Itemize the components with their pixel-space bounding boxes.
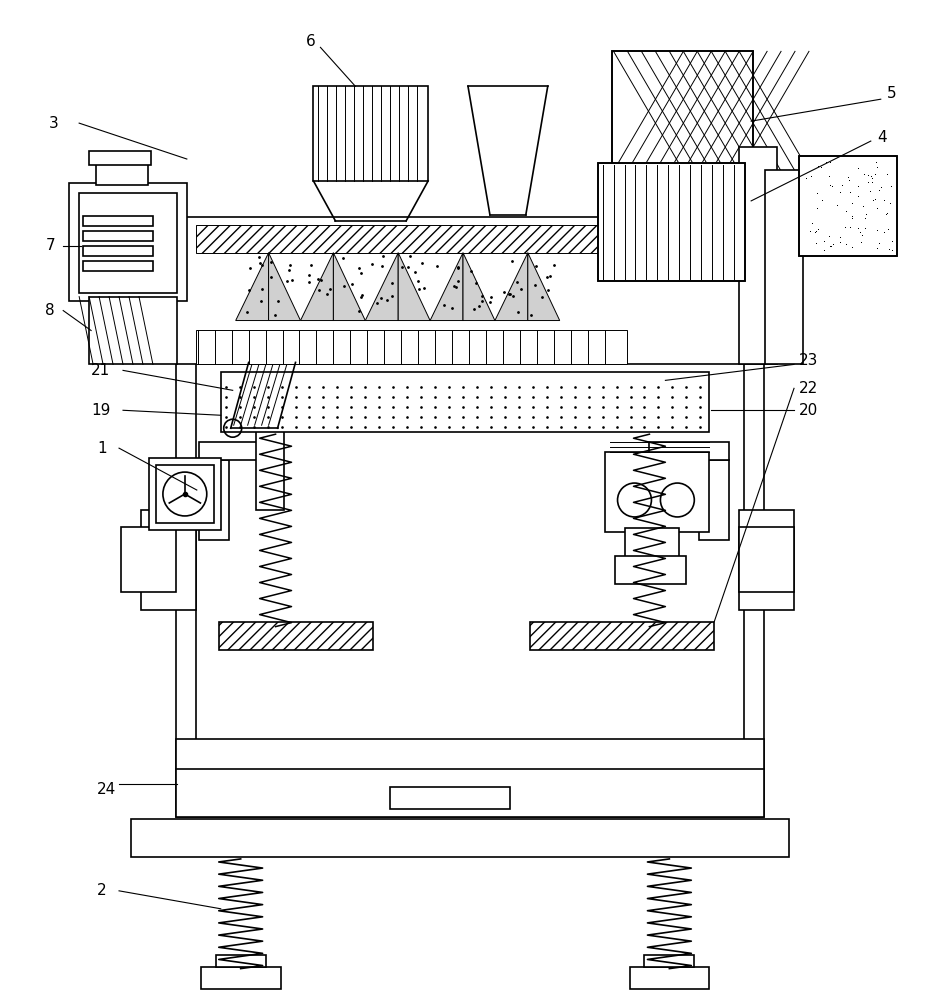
Text: 22: 22	[799, 381, 818, 396]
Text: 19: 19	[91, 403, 111, 418]
Bar	[131, 819, 789, 857]
Bar	[196, 330, 627, 364]
Bar	[121, 527, 176, 592]
Bar	[83, 216, 153, 226]
Text: 8: 8	[46, 303, 55, 318]
Bar	[799, 156, 897, 256]
Polygon shape	[528, 253, 560, 321]
Bar	[598, 163, 745, 281]
Bar	[765, 170, 803, 364]
Text: 20: 20	[799, 403, 818, 418]
Bar	[69, 183, 187, 301]
Bar	[196, 225, 627, 253]
Bar	[739, 510, 794, 610]
Polygon shape	[300, 253, 333, 321]
Polygon shape	[398, 253, 430, 321]
Text: 3: 3	[49, 116, 59, 131]
Bar	[649, 442, 729, 460]
Bar	[739, 527, 794, 592]
Polygon shape	[430, 253, 463, 321]
Bar	[83, 261, 153, 271]
Bar	[799, 156, 897, 256]
Bar	[199, 442, 279, 460]
Text: 2: 2	[97, 883, 107, 898]
Bar	[216, 955, 266, 967]
Bar	[644, 955, 695, 967]
Bar	[79, 193, 177, 293]
Bar	[83, 246, 153, 256]
Text: 24: 24	[97, 782, 116, 797]
Bar	[625, 528, 679, 560]
Text: 7: 7	[46, 238, 55, 253]
Bar	[83, 231, 153, 241]
Text: 5: 5	[886, 86, 897, 101]
Bar	[219, 622, 373, 650]
Text: 6: 6	[305, 34, 315, 49]
Polygon shape	[365, 253, 398, 321]
Bar	[604, 452, 710, 532]
Text: 23: 23	[799, 353, 818, 368]
Bar	[391, 787, 510, 809]
Polygon shape	[333, 253, 365, 321]
Bar	[699, 460, 729, 540]
Bar	[199, 460, 229, 540]
Bar	[612, 51, 753, 171]
Bar	[176, 217, 764, 364]
Bar	[313, 86, 428, 181]
Bar	[530, 622, 714, 650]
Bar	[630, 967, 710, 989]
Bar	[201, 967, 281, 989]
Bar	[149, 458, 220, 530]
Bar	[612, 51, 753, 171]
Bar	[141, 510, 196, 610]
Bar	[89, 297, 177, 364]
Bar	[220, 372, 710, 432]
Text: 1: 1	[97, 441, 107, 456]
Polygon shape	[463, 253, 495, 321]
Bar	[96, 163, 148, 185]
Bar	[256, 430, 284, 510]
Bar	[176, 336, 764, 817]
Text: 4: 4	[877, 130, 886, 145]
Bar	[615, 556, 686, 584]
Bar	[89, 151, 151, 165]
Bar	[598, 163, 745, 281]
Bar	[196, 345, 744, 799]
Polygon shape	[495, 253, 528, 321]
Bar	[739, 147, 777, 364]
Bar	[156, 465, 214, 523]
Bar	[176, 739, 764, 817]
Text: 21: 21	[91, 363, 111, 378]
Polygon shape	[269, 253, 300, 321]
Polygon shape	[235, 253, 269, 321]
